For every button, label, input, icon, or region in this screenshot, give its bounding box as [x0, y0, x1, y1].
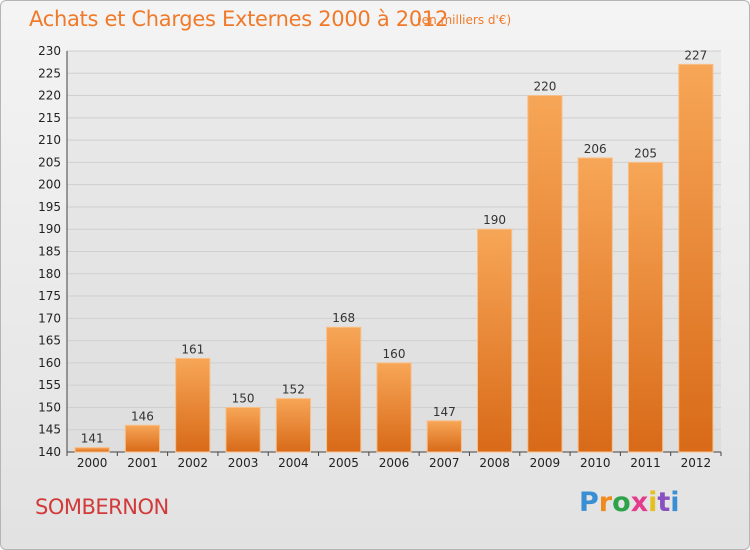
bar-value-label: 141 — [81, 432, 104, 446]
y-tick-label: 145 — [38, 423, 61, 437]
y-tick-label: 190 — [38, 222, 61, 236]
y-tick-label: 225 — [38, 66, 61, 80]
bar — [627, 161, 664, 453]
bar-value-label: 190 — [483, 213, 506, 227]
chart-title: Achats et Charges Externes 2000 à 2012 — [29, 7, 449, 31]
x-tick-label: 2000 — [77, 456, 108, 470]
x-tick-label: 2006 — [379, 456, 410, 470]
y-tick-label: 165 — [38, 334, 61, 348]
bars: 141 146 161 150 152 168 160 147 190 220 206 205 227 — [74, 48, 714, 453]
y-tick-label: 200 — [38, 178, 61, 192]
y-tick-label: 140 — [38, 445, 61, 459]
x-tick-label: 2003 — [228, 456, 259, 470]
bar — [225, 406, 261, 453]
bar-value-label: 160 — [383, 347, 406, 361]
bar — [376, 362, 412, 453]
y-tick-label: 205 — [38, 155, 61, 169]
bar-value-label: 206 — [584, 142, 607, 156]
logo-letter: i — [670, 487, 680, 518]
x-axis-labels: 2000 2001 2002 2003 2004 2005 2006 2007 2008 2009… — [66, 452, 722, 470]
x-tick-label: 2004 — [278, 456, 309, 470]
x-tick-label: 2010 — [580, 456, 611, 470]
y-tick-label: 185 — [38, 245, 61, 259]
bar — [577, 157, 613, 453]
x-tick-label: 2008 — [479, 456, 510, 470]
x-tick-label: 2009 — [530, 456, 561, 470]
chart-subtitle: (en milliers d'€) — [417, 13, 512, 27]
bar — [678, 63, 714, 453]
y-tick-label: 150 — [38, 400, 61, 414]
bar — [527, 95, 563, 453]
bar-value-label: 205 — [634, 146, 657, 160]
logo-letter: x — [630, 487, 649, 518]
bar-value-label: 146 — [131, 409, 154, 423]
y-tick-label: 230 — [38, 44, 61, 58]
x-tick-label: 2011 — [630, 456, 661, 470]
bar — [124, 424, 161, 453]
bar-value-label: 150 — [232, 391, 255, 405]
y-tick-label: 180 — [38, 267, 61, 281]
x-tick-label: 2012 — [681, 456, 712, 470]
y-tick-label: 215 — [38, 111, 61, 125]
x-tick-label: 2001 — [127, 456, 158, 470]
x-tick-label: 2005 — [328, 456, 359, 470]
bar — [477, 228, 513, 453]
y-tick-label: 160 — [38, 356, 61, 370]
y-tick-label: 155 — [38, 378, 61, 392]
town-name: SOMBERNON — [35, 495, 169, 519]
logo-letter: o — [612, 487, 631, 518]
proxiti-logo[interactable]: Proxiti — [579, 487, 691, 523]
logo-letter: P — [579, 487, 599, 518]
logo-letter: t — [657, 487, 671, 518]
bar — [74, 447, 110, 453]
y-tick-label: 220 — [38, 89, 61, 103]
bar — [275, 398, 311, 453]
bar — [326, 326, 362, 453]
bar-value-label: 227 — [684, 48, 707, 62]
logo-letter: r — [598, 487, 613, 518]
bar — [175, 357, 211, 453]
y-tick-label: 195 — [38, 200, 61, 214]
bar — [426, 420, 462, 453]
x-tick-label: 2002 — [177, 456, 208, 470]
y-tick-label: 210 — [38, 133, 61, 147]
bar-value-label: 220 — [533, 80, 556, 94]
y-tick-label: 175 — [38, 289, 61, 303]
bar-value-label: 147 — [433, 405, 456, 419]
x-tick-label: 2007 — [429, 456, 460, 470]
bar-value-label: 161 — [181, 342, 204, 356]
bar-value-label: 152 — [282, 383, 305, 397]
logo-letter: i — [648, 487, 658, 518]
bar-value-label: 168 — [332, 311, 355, 325]
y-tick-label: 170 — [38, 311, 61, 325]
